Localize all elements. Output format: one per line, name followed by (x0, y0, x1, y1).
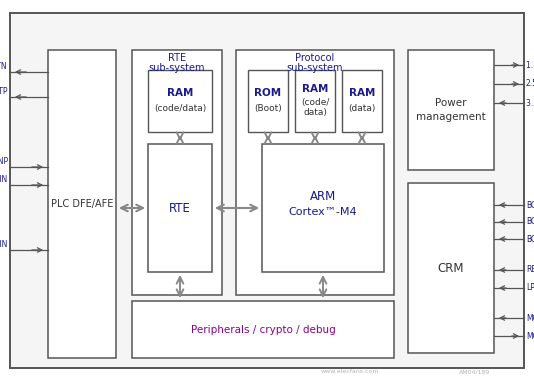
Text: LPMODEn: LPMODEn (526, 283, 534, 293)
Bar (248, 70, 288, 132)
Text: Peripherals / crypto / debug: Peripherals / crypto / debug (191, 325, 335, 335)
Text: ROM: ROM (254, 88, 281, 98)
Bar (295, 70, 335, 132)
Text: MCLK_IN: MCLK_IN (526, 314, 534, 323)
Bar (148, 70, 212, 132)
Text: RX_INN: RX_INN (0, 174, 8, 183)
Text: 1.1 V: 1.1 V (526, 60, 534, 70)
Text: RAM: RAM (302, 84, 328, 94)
Bar (342, 70, 382, 132)
Bar (132, 50, 222, 295)
Text: RTE: RTE (168, 53, 186, 63)
Text: (Boot): (Boot) (254, 103, 282, 112)
Text: Cortex™-M4: Cortex™-M4 (289, 207, 357, 217)
Text: TXDRV_OUTP: TXDRV_OUTP (0, 86, 8, 95)
Text: RAM: RAM (167, 88, 193, 98)
Bar (48, 50, 116, 358)
Text: ZC_IN: ZC_IN (0, 239, 8, 248)
Text: RTE: RTE (169, 201, 191, 214)
Text: PLC DFE/AFE: PLC DFE/AFE (51, 199, 113, 209)
Bar (408, 50, 494, 170)
Text: TXDRV_OUTN: TXDRV_OUTN (0, 61, 8, 70)
Text: sub-system: sub-system (149, 63, 205, 73)
Bar (132, 301, 394, 358)
Bar (408, 183, 494, 353)
Text: CRM: CRM (438, 261, 464, 274)
Text: (code/: (code/ (301, 98, 329, 106)
Text: RAM: RAM (349, 88, 375, 98)
Text: Protocol: Protocol (295, 53, 335, 63)
Text: MCLK_OUT: MCLK_OUT (526, 331, 534, 340)
Text: www.elecfans.com: www.elecfans.com (321, 369, 379, 374)
Text: BOOT1: BOOT1 (526, 217, 534, 226)
Text: RX_INP: RX_INP (0, 156, 8, 165)
Text: BOOT2: BOOT2 (526, 201, 534, 209)
Bar (148, 144, 212, 272)
Text: AM04/189: AM04/189 (459, 369, 490, 374)
Bar (262, 144, 384, 272)
Text: 2.5V: 2.5V (526, 79, 534, 89)
Text: management: management (416, 112, 486, 122)
Bar (236, 50, 394, 295)
Text: 3.3 V: 3.3 V (526, 98, 534, 108)
Text: sub-system: sub-system (287, 63, 343, 73)
Text: Power: Power (435, 98, 467, 108)
Text: BOOT0: BOOT0 (526, 234, 534, 244)
Text: (data): (data) (348, 103, 376, 112)
Text: (code/data): (code/data) (154, 103, 206, 112)
Text: ARM: ARM (310, 190, 336, 203)
Text: RESETn: RESETn (526, 266, 534, 274)
Text: data): data) (303, 109, 327, 117)
